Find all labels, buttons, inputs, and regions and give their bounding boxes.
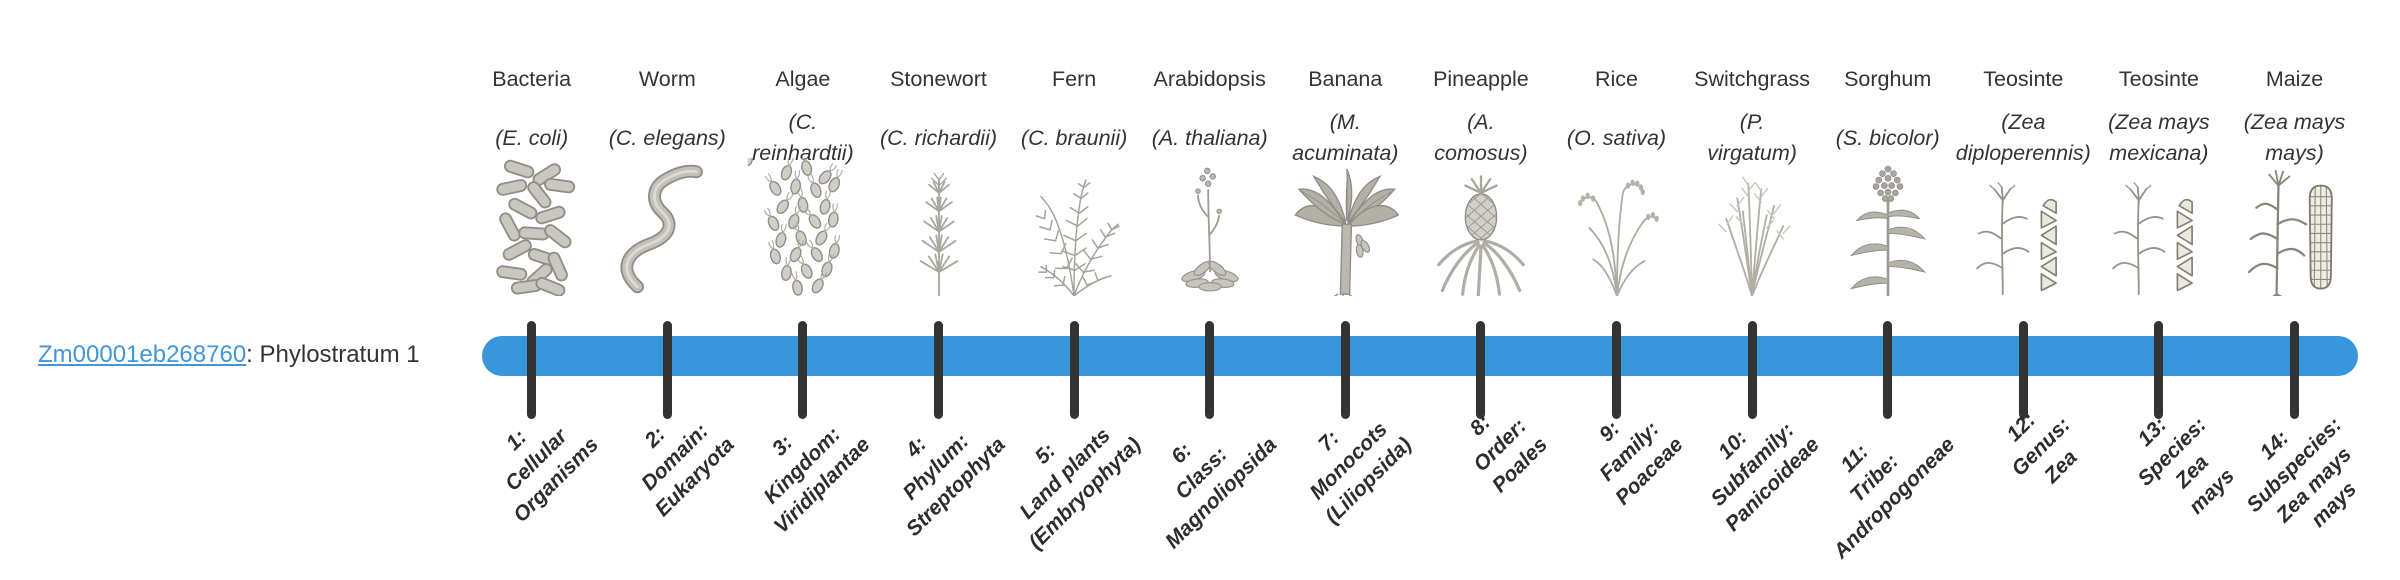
phylostratum-rank-label: 1: Cellular Organisms — [500, 424, 603, 527]
maize-illustration — [2220, 158, 2370, 296]
maize-icon — [2235, 158, 2355, 296]
taxon-scientific-name: (M. acuminata) — [1292, 110, 1399, 165]
phylostratum-tick-13 — [2154, 321, 2164, 419]
taxon-scientific-name: (A. thaliana) — [1151, 125, 1268, 150]
gene-id-link[interactable]: Zm00001eb268760 — [38, 341, 247, 368]
taxon-label: Bacteria (E. coli) — [444, 66, 620, 180]
taxon-common-name: Teosinte — [2118, 67, 2199, 91]
taxon-label: Teosinte (Zea mays mexicana) — [2071, 66, 2247, 180]
gene-label: Zm00001eb268760: Phylostratum 1 — [38, 341, 420, 369]
phylostratum-tick-2 — [662, 321, 672, 419]
phylostratum-rank-label: 12: Genus: Zea — [2002, 408, 2082, 488]
taxon-common-name: Stonewort — [890, 67, 987, 91]
taxon-common-name: Switchgrass — [1694, 67, 1811, 91]
phylostratum-rank-label: 9: Family: Poaceae — [1595, 416, 1688, 510]
phylostratum-tick-8 — [1476, 321, 1486, 419]
taxon-label: Sorghum (S. bicolor) — [1800, 66, 1976, 180]
taxon-scientific-name: (Zea diploperennis) — [1955, 110, 2091, 165]
taxon-common-name: Bacteria — [492, 67, 572, 91]
taxon-common-name: Maize — [2265, 67, 2324, 91]
phylostratum-tick-3 — [798, 321, 808, 419]
taxon-scientific-name: (P. virgatum) — [1707, 110, 1797, 165]
phylostratum-rank-label: 5: Land plants (Embryophyta) — [1015, 423, 1146, 555]
phylostratum-rank-label: 3: Kingdom: Viridiplantae — [759, 422, 875, 538]
taxon-scientific-name: (C. elegans) — [608, 125, 726, 150]
taxon-label: Arabidopsis (A. thaliana) — [1122, 66, 1298, 180]
phylostratum-tick-9 — [1612, 321, 1621, 419]
teosinte-icon — [1963, 158, 2083, 296]
pineapple-icon — [1421, 158, 1541, 296]
teosinte-icon — [2099, 158, 2219, 296]
phylostratum-tick-1 — [527, 321, 537, 419]
phylostratum-rank-label: 7: Monocots (Liliopsida) — [1305, 417, 1417, 529]
taxon-label: Teosinte (Zea diploperennis) — [1935, 66, 2111, 180]
timeline-bar — [482, 336, 2358, 376]
arabidopsis-icon — [1150, 158, 1270, 296]
phylostratum-tick-6 — [1205, 321, 1215, 419]
algae-icon — [743, 158, 863, 296]
taxon-label: Stonewort (C. richardii) — [851, 66, 1027, 180]
phylostratum-rank-label: 11: Tribe: Andropogoneae — [1828, 433, 1959, 564]
switchgrass-icon — [1692, 158, 1812, 296]
taxon-label: Banana (M. acuminata) — [1257, 66, 1433, 180]
phylostratum-tick-14 — [2290, 321, 2299, 419]
taxon-label: Maize (Zea mays mays) — [2207, 66, 2383, 180]
rice-icon — [1557, 158, 1677, 296]
taxon-label: Algae (C. reinhardtii) — [715, 66, 891, 180]
worm-icon — [607, 158, 727, 296]
sorghum-icon — [1828, 158, 1948, 296]
taxon-scientific-name: (O. sativa) — [1566, 125, 1667, 150]
banana-icon — [1285, 158, 1405, 296]
phylostratum-tick-7 — [1340, 321, 1350, 419]
taxon-common-name: Arabidopsis — [1153, 67, 1266, 91]
taxon-common-name: Banana — [1308, 67, 1383, 91]
fern-icon — [1014, 158, 1134, 296]
taxon-scientific-name: (Zea mays mexicana) — [2108, 110, 2210, 165]
phylostratum-rank-label: 14: Subspecies: Zea mays mays — [2242, 413, 2361, 532]
taxon-common-name: Teosinte — [1983, 67, 2064, 91]
taxon-scientific-name: (C. reinhardtii) — [752, 110, 854, 165]
phylostratum-tick-12 — [2018, 321, 2028, 419]
phylostratum-tick-10 — [1747, 321, 1757, 419]
taxon-common-name: Sorghum — [1844, 67, 1932, 91]
stonewort-icon — [879, 158, 999, 296]
taxon-common-name: Rice — [1594, 67, 1638, 91]
phylostratum-rank-label: 6: Class: Magnoliopsida — [1160, 433, 1281, 554]
taxon-common-name: Fern — [1051, 67, 1097, 91]
phylostratum-rank-label: 8: Order: Poales — [1465, 410, 1553, 498]
phylostratum-rank-label: 13: Species: Zea mays — [2133, 413, 2239, 519]
bacteria-icon — [472, 158, 592, 296]
taxon-label: Pineapple (A. comosus) — [1393, 66, 1569, 180]
phylostratum-tick-5 — [1069, 321, 1079, 419]
taxon-scientific-name: (Zea mays mays) — [2243, 110, 2346, 165]
taxon-scientific-name: (C. richardii) — [879, 125, 998, 150]
taxon-label: Fern (C. braunii) — [986, 66, 1162, 180]
taxon-common-name: Pineapple — [1433, 67, 1529, 91]
taxon-label: Rice (O. sativa) — [1529, 66, 1705, 180]
taxon-scientific-name: (A. comosus) — [1434, 110, 1528, 165]
taxon-common-name: Algae — [775, 67, 831, 91]
phylostratum-rank-label: 4: Phylum: Streptophyta — [898, 429, 1010, 541]
taxon-scientific-name: (S. bicolor) — [1835, 125, 1940, 150]
taxon-label: Worm (C. elegans) — [579, 66, 755, 180]
phylostratum-label: : Phylostratum 1 — [246, 341, 420, 368]
taxon-scientific-name: (E. coli) — [495, 125, 569, 150]
phylostratum-tick-11 — [1883, 321, 1893, 419]
phylostratum-rank-label: 2: Domain: Eukaryota — [636, 419, 739, 522]
phylostratum-tick-4 — [934, 321, 943, 419]
taxon-common-name: Worm — [638, 67, 696, 91]
taxon-label: Switchgrass (P. virgatum) — [1664, 66, 1840, 180]
taxon-scientific-name: (C. braunii) — [1020, 125, 1128, 150]
